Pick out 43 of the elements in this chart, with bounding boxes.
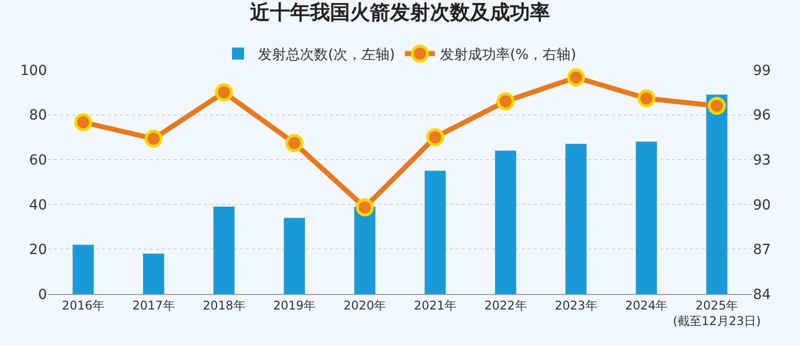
bar [495,150,516,294]
x-tick-label: 2016年 [62,298,104,312]
point [637,89,656,108]
point [144,130,163,148]
bar [72,244,94,294]
legend-label: 发射总次数(次，左轴) [258,47,395,64]
point [285,134,304,152]
y-tick-label: 60 [29,152,47,168]
x-tick-label: 2022年 [484,298,527,312]
y2-tick-label: 87 [753,242,771,258]
bar [354,206,376,294]
bar [284,218,305,294]
point [356,198,374,216]
bar [636,142,657,294]
x-tick-label: 2019年 [273,298,316,312]
bar [213,206,235,294]
bar [143,254,164,294]
y-tick-label: 80 [29,108,47,124]
bar [706,94,728,294]
y2-tick-label: 90 [753,197,771,214]
x-tick-label: 2020年 [344,298,386,312]
y2-tick-label: 99 [753,62,771,79]
x-tick-label: 2021年 [414,298,456,312]
x-tick-label: 2018年 [202,298,246,312]
y-tick-label: 0 [38,286,47,303]
point [215,83,233,102]
x-tick-label: 2024年 [625,298,668,312]
y2-tick-label: 93 [753,152,771,168]
point [496,92,515,110]
legend-label: 发射成功率(%，右轴) [440,47,576,64]
x-tick-label: 2017年 [132,298,175,312]
x-tick-label: 2023年 [554,298,598,312]
y2-tick-label: 96 [753,108,771,124]
point [708,96,726,115]
bar [424,170,446,294]
point [567,68,585,86]
bar [565,144,587,294]
y-tick-label: 40 [29,197,47,214]
point [426,128,444,146]
y-tick-label: 100 [20,62,47,79]
chart-title: 近十年我国火箭发射次数及成功率 [249,0,550,24]
y-tick-label: 20 [29,242,47,258]
point [74,113,92,132]
